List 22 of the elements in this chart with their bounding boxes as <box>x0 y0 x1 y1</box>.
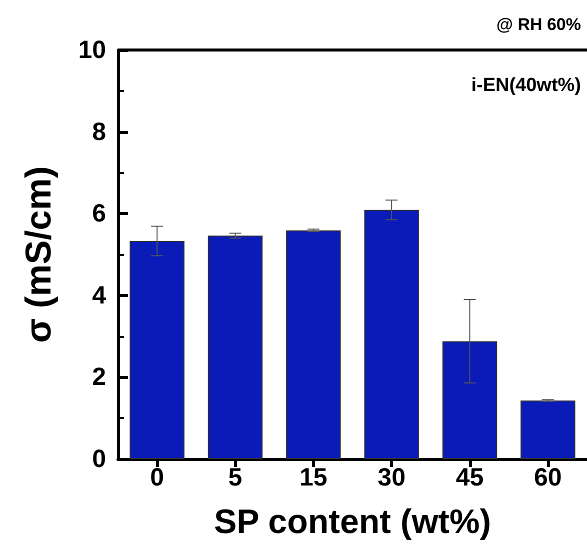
text: @ RH 60% <box>496 15 582 34</box>
x-tick-label: 60 <box>534 464 562 492</box>
y-tick-label: 4 <box>92 281 106 310</box>
bar <box>130 241 184 459</box>
y-axis-title: σ (mS/cm) <box>18 166 58 343</box>
x-tick-label: 15 <box>300 464 328 492</box>
bar <box>208 236 263 459</box>
x-tick-label: 5 <box>228 464 242 492</box>
bar <box>442 341 498 459</box>
bar <box>286 230 341 459</box>
y-tick-label: 2 <box>92 363 106 392</box>
y-tick-label: 8 <box>92 118 106 146</box>
y-tick-label: 6 <box>92 200 106 228</box>
x-tick-label: 30 <box>378 464 406 492</box>
x-tick-label: 45 <box>456 464 484 492</box>
bar <box>520 400 576 459</box>
x-tick-label: 0 <box>150 464 164 492</box>
x-axis-title: SP content (wt%) <box>214 503 492 541</box>
y-tick-label: 10 <box>78 36 106 64</box>
annotation: i-EN(40wt%) <box>471 75 582 96</box>
y-tick-label: 0 <box>92 445 106 473</box>
bar <box>364 210 419 459</box>
